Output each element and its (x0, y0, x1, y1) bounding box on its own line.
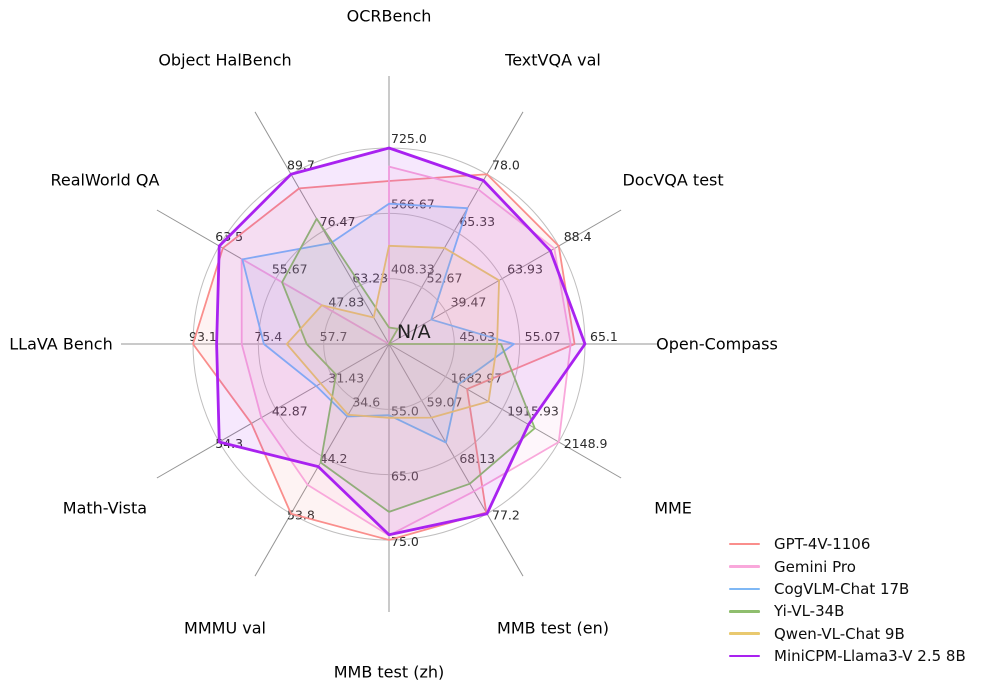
tick-label: 566.67 (391, 196, 435, 211)
legend-swatch (729, 654, 760, 658)
tick-label: 42.87 (272, 403, 308, 418)
axis-spoke (156, 343, 390, 479)
axis-label: Math-Vista (63, 499, 147, 518)
legend-swatch (729, 610, 760, 613)
axis-label: MMB test (en) (497, 619, 609, 638)
legend-swatch (729, 565, 760, 568)
legend-item: CogVLM-Chat 17B (729, 578, 966, 600)
axis-spoke (254, 343, 390, 577)
tick-label: 65.1 (590, 329, 618, 344)
legend: GPT-4V-1106 Gemini Pro CogVLM-Chat 17B Y… (729, 533, 966, 667)
tick-label: 55.0 (391, 403, 419, 418)
legend-label: CogVLM-Chat 17B (774, 579, 910, 598)
axis-label: Open-Compass (656, 335, 778, 354)
tick-label: 65.0 (391, 469, 419, 484)
axis-spoke (388, 343, 524, 577)
legend-item: Yi-VL-34B (729, 600, 966, 622)
axis-label: MMB test (zh) (334, 663, 445, 682)
tick-label: 77.2 (492, 508, 520, 523)
axis-spoke (388, 209, 622, 345)
legend-item: GPT-4V-1106 (729, 533, 966, 555)
legend-label: MiniCPM-Llama3-V 2.5 8B (774, 647, 966, 666)
tick-label: 57.7 (320, 329, 348, 344)
legend-swatch (729, 542, 760, 546)
tick-label: 39.47 (451, 294, 487, 309)
tick-label: 45.03 (459, 329, 495, 344)
axis-label: OCRBench (347, 7, 432, 26)
tick-label: 63.23 (352, 270, 388, 285)
axis-label: DocVQA test (622, 171, 723, 190)
axis-label: TextVQA val (504, 50, 601, 69)
tick-label: 47.83 (328, 294, 364, 309)
center-na-label: N/A (397, 321, 431, 343)
axis-spoke (388, 111, 524, 345)
legend-label: GPT-4V-1106 (774, 535, 871, 554)
tick-label: 88.4 (564, 229, 592, 244)
legend-item: MiniCPM-Llama3-V 2.5 8B (729, 645, 966, 667)
axis-label: RealWorld QA (50, 171, 159, 190)
axis-label: LLaVA Bench (9, 335, 112, 354)
tick-label: 408.33 (391, 262, 435, 277)
tick-label: 1915.93 (507, 403, 559, 418)
axis-label: MME (654, 499, 692, 518)
axis-spoke (388, 343, 622, 479)
legend-label: Gemini Pro (774, 557, 856, 576)
series-polygon-minicpm-llama3-v-2-5-8b (215, 146, 587, 537)
legend-label: Yi-VL-34B (774, 602, 845, 621)
legend-item: Gemini Pro (729, 555, 966, 577)
series-polygon-yi-vl-34b (281, 217, 536, 513)
tick-label: 63.93 (507, 262, 543, 277)
tick-label: 31.43 (328, 371, 364, 386)
tick-label: 1682.97 (451, 371, 503, 386)
tick-label: 65.33 (459, 214, 495, 229)
legend-label: Qwen-VL-Chat 9B (774, 624, 905, 643)
tick-label: 44.2 (320, 451, 348, 466)
tick-label: 78.0 (492, 157, 520, 172)
series-polygon-cogvlm-chat-17b (241, 202, 515, 444)
tick-label: 725.0 (391, 131, 427, 146)
tick-label: 76.47 (320, 214, 356, 229)
tick-label: 34.6 (352, 395, 380, 410)
legend-swatch (729, 587, 760, 591)
axis-label: MMMU val (184, 619, 266, 638)
axis-label: Object HalBench (158, 50, 291, 69)
tick-label: 55.07 (525, 329, 561, 344)
legend-item: Qwen-VL-Chat 9B (729, 623, 966, 645)
legend-swatch (729, 632, 760, 636)
tick-label: 2148.9 (564, 436, 608, 451)
series-polygon-gpt-4v-1106 (192, 173, 576, 541)
series-polygon-qwen-vl-chat-9b (285, 244, 500, 419)
